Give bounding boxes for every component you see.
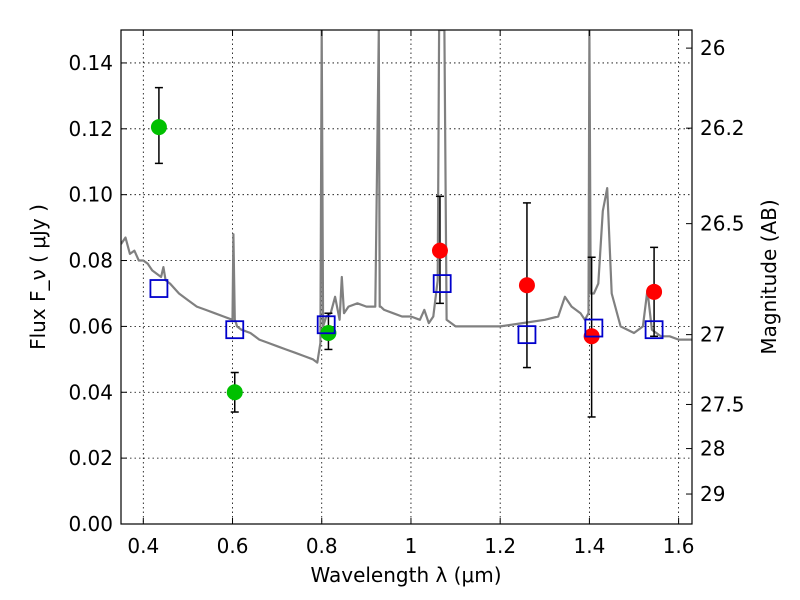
right-tick-label: 29 — [700, 482, 725, 506]
right-tick-label: 27.5 — [700, 392, 745, 416]
data-point — [150, 119, 167, 136]
x-tick-label: 0.4 — [127, 534, 159, 558]
y-tick-label: 0.02 — [68, 446, 113, 470]
data-point — [226, 384, 243, 401]
y-tick-label: 0.00 — [68, 512, 113, 536]
x-tick-label: 1.2 — [484, 534, 516, 558]
model-point — [225, 320, 245, 340]
right-tick-label: 26.2 — [700, 116, 745, 140]
model-point — [517, 325, 537, 345]
y-tick-label: 0.04 — [68, 380, 113, 404]
x-tick-label: 1.6 — [663, 534, 695, 558]
data-point — [431, 242, 448, 259]
right-tick-label: 26 — [700, 36, 725, 60]
model-point — [149, 279, 169, 298]
data-point — [518, 277, 535, 294]
x-tick-label: 0.8 — [306, 534, 338, 558]
x-axis-label: Wavelength λ (μm) — [310, 563, 501, 587]
x-tick-label: 1 — [405, 534, 418, 558]
y-tick-label: 0.06 — [68, 314, 113, 338]
x-tick-label: 1.4 — [573, 534, 605, 558]
y-tick-label: 0.12 — [68, 117, 113, 141]
series-layer — [121, 30, 692, 418]
model-point — [644, 320, 664, 340]
tick-marks: 0.4 0.6 0.8 1 1.2 1.4 1.6 0.00 0.02 0.04 0.06 0.08 0… — [68, 30, 745, 558]
model-point — [316, 315, 336, 335]
grid-lines — [121, 30, 692, 525]
y-tick-label: 0.08 — [68, 249, 113, 273]
data-point — [646, 283, 663, 300]
plot-frame — [120, 29, 693, 525]
model-point — [584, 318, 604, 338]
axes — [120, 29, 693, 525]
model-point — [432, 274, 452, 293]
y-tick-label: 0.10 — [68, 183, 113, 207]
y-tick-label: 0.14 — [68, 51, 113, 75]
spectrum-line — [121, 30, 692, 364]
x-tick-label: 0.6 — [217, 534, 249, 558]
y-axis-label: Flux F_ν ( μJy ) — [26, 204, 50, 350]
right-tick-label: 27 — [700, 323, 725, 347]
right-axis-label: Magnitude (AB) — [757, 199, 781, 354]
right-tick-label: 26.5 — [700, 212, 745, 236]
right-tick-label: 28 — [700, 437, 725, 461]
